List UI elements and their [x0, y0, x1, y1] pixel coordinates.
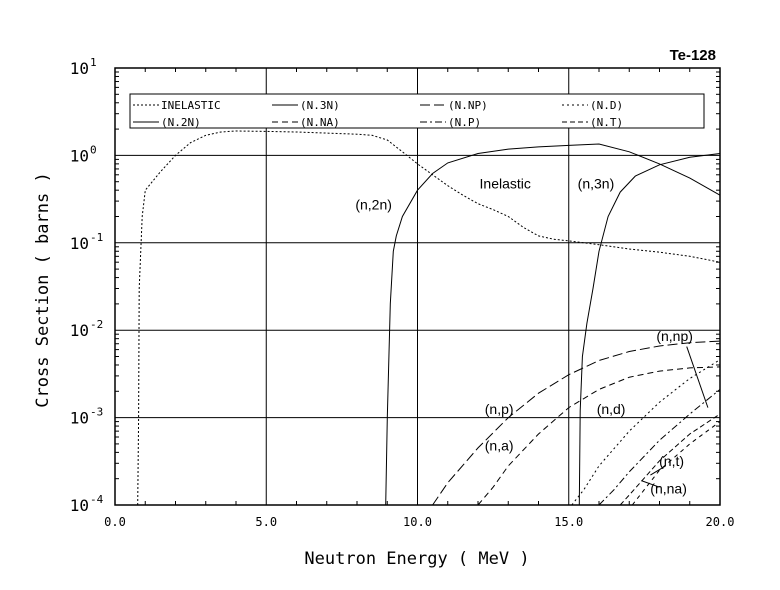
annotation-a-n3n: (n,3n): [578, 175, 615, 191]
x-tick-label: 15.0: [554, 515, 583, 529]
series-n2n: [385, 143, 721, 506]
legend-label: (N.3N): [300, 99, 340, 112]
annotation-leader: [641, 480, 660, 488]
legend-label: (N.NA): [300, 116, 340, 129]
y-tick-label: 10 -1: [70, 231, 104, 253]
y-tick-exponent: 0: [90, 143, 97, 156]
y-tick-base: 10: [70, 409, 89, 428]
series-nnp: [432, 340, 721, 506]
y-tick-base: 10: [70, 59, 89, 78]
annotation-a-nd: (n,d): [597, 401, 626, 417]
y-tick-label: 10 -2: [70, 318, 104, 340]
annotations: (n,2n) Inelastic (n,3n) (n,np) (n,p) (n,d) (n,…: [355, 175, 709, 497]
legend-label: (N.P): [448, 116, 481, 129]
y-axis-label: Cross Section ( barns ): [33, 172, 53, 407]
y-tick-exponent: -4: [90, 493, 104, 506]
series-nt2: [631, 421, 721, 506]
series-nna: [477, 366, 721, 506]
x-tick-label: 20.0: [706, 515, 735, 529]
annotation-a-nna: (n,na): [650, 481, 687, 497]
annotation-leader: [686, 346, 709, 408]
legend-label: (N.NP): [448, 99, 488, 112]
annotation-a-n2n: (n,2n): [355, 197, 392, 213]
series-nd: [571, 359, 721, 506]
y-tick-label: 10 1: [70, 56, 97, 78]
legend-label: (N.D): [590, 99, 623, 112]
series-lines: [137, 130, 721, 506]
y-tick-base: 10: [70, 321, 89, 340]
x-tick-label: 5.0: [255, 515, 277, 529]
legend-label: INELASTIC: [161, 99, 221, 112]
annotation-a-inel: Inelastic: [480, 175, 531, 191]
legend-box: [129, 93, 705, 129]
legend: INELASTIC (N.3N) (N.NP) (N.D) (N.2N) (N.NA) (N…: [129, 93, 705, 129]
y-tick-exponent: -1: [90, 231, 103, 244]
y-tick-label: 10 -4: [70, 493, 104, 515]
y-tick-base: 10: [70, 496, 89, 515]
y-tick-base: 10: [70, 234, 89, 253]
annotation-a-nnp: (n,np): [656, 328, 693, 344]
grid-lines: [115, 68, 720, 505]
series-inelastic: [137, 130, 721, 506]
y-tick-label: 10 -3: [70, 406, 104, 428]
series-np: [598, 389, 721, 506]
plot-frame: [114, 67, 721, 506]
legend-label: (N.2N): [161, 116, 201, 129]
annotation-leader: [650, 465, 666, 476]
annotation-a-nt: (n,t): [659, 453, 684, 469]
annotation-a-np: (n,p): [485, 401, 514, 417]
legend-label: (N.T): [590, 116, 623, 129]
x-tick-label: 10.0: [403, 515, 432, 529]
x-tick-labels: 0.0 5.0 10.0 15.0 20.0: [104, 515, 734, 529]
series-nt: [619, 413, 721, 506]
x-axis-label: Neutron Energy ( MeV ): [304, 549, 529, 569]
y-tick-exponent: -3: [90, 406, 103, 419]
y-tick-label: 10 0: [70, 143, 97, 165]
series-n3n: [578, 153, 721, 506]
annotation-a-na: (n,a): [485, 438, 514, 454]
y-tick-exponent: -2: [90, 318, 103, 331]
y-tick-exponent: 1: [90, 56, 97, 69]
y-tick-base: 10: [70, 146, 89, 165]
chart-title: Te-128: [670, 47, 716, 64]
x-tick-label: 0.0: [104, 515, 126, 529]
